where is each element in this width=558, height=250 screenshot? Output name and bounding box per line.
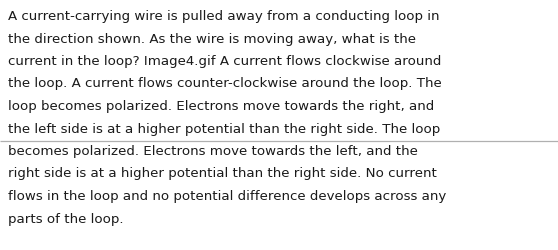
- Text: flows in the loop and no potential difference develops across any: flows in the loop and no potential diffe…: [8, 189, 446, 202]
- Text: the direction shown. As the wire is moving away, what is the: the direction shown. As the wire is movi…: [8, 32, 416, 45]
- Text: loop becomes polarized. Electrons move towards the right, and: loop becomes polarized. Electrons move t…: [8, 100, 434, 112]
- Text: the loop. A current flows counter-clockwise around the loop. The: the loop. A current flows counter-clockw…: [8, 77, 442, 90]
- Text: becomes polarized. Electrons move towards the left, and the: becomes polarized. Electrons move toward…: [8, 144, 418, 157]
- Text: right side is at a higher potential than the right side. No current: right side is at a higher potential than…: [8, 167, 437, 180]
- Text: A current-carrying wire is pulled away from a conducting loop in: A current-carrying wire is pulled away f…: [8, 10, 440, 23]
- Text: parts of the loop.: parts of the loop.: [8, 212, 124, 224]
- Text: the left side is at a higher potential than the right side. The loop: the left side is at a higher potential t…: [8, 122, 440, 135]
- Text: current in the loop? Image4.gif A current flows clockwise around: current in the loop? Image4.gif A curren…: [8, 55, 441, 68]
